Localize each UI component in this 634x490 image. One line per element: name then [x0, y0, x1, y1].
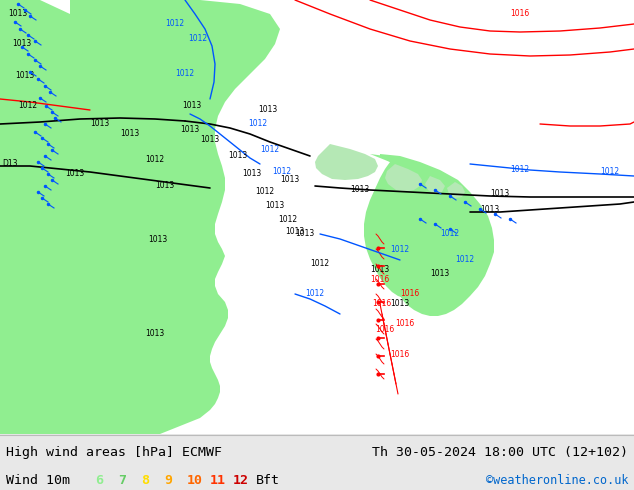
Text: 1013: 1013	[8, 9, 27, 19]
Polygon shape	[0, 0, 634, 434]
Text: High wind areas [hPa] ECMWF: High wind areas [hPa] ECMWF	[6, 446, 222, 459]
Text: 1013: 1013	[280, 174, 299, 183]
Text: 1013: 1013	[295, 229, 314, 239]
Text: 1012: 1012	[165, 20, 184, 28]
Text: 10: 10	[187, 474, 203, 488]
Text: 1012: 1012	[145, 154, 164, 164]
Text: 1013: 1013	[120, 129, 139, 139]
Text: 1013: 1013	[370, 265, 389, 273]
Polygon shape	[530, 0, 634, 210]
Text: D13: D13	[2, 160, 18, 169]
Text: 1012: 1012	[440, 229, 459, 239]
Text: 1013: 1013	[258, 104, 277, 114]
Text: 8: 8	[141, 474, 149, 488]
Text: ©weatheronline.co.uk: ©weatheronline.co.uk	[486, 474, 628, 488]
Text: 1013: 1013	[490, 190, 509, 198]
Text: 1013: 1013	[145, 329, 164, 339]
Text: 1012: 1012	[175, 70, 194, 78]
Text: 1016: 1016	[510, 9, 529, 19]
Text: 1012: 1012	[600, 168, 619, 176]
Text: 1013: 1013	[350, 186, 369, 195]
Polygon shape	[580, 0, 634, 49]
Text: 1013: 1013	[182, 101, 201, 111]
Text: 1012: 1012	[310, 260, 329, 269]
Text: 1012: 1012	[510, 165, 529, 173]
Text: 1013: 1013	[180, 124, 199, 133]
Text: 1012: 1012	[390, 245, 409, 253]
Polygon shape	[447, 182, 465, 198]
Polygon shape	[315, 144, 378, 180]
Text: 12: 12	[233, 474, 249, 488]
Text: 1013: 1013	[228, 151, 247, 161]
Text: 11: 11	[210, 474, 226, 488]
Text: 1013: 1013	[65, 170, 84, 178]
Text: 1012: 1012	[255, 187, 274, 196]
Text: 1016: 1016	[372, 299, 391, 309]
Text: 1013: 1013	[242, 170, 261, 178]
Text: 1013: 1013	[12, 40, 31, 49]
Text: 1012: 1012	[18, 101, 37, 111]
Text: 1012: 1012	[278, 215, 297, 223]
Text: 1016: 1016	[400, 290, 419, 298]
Text: 1013: 1013	[155, 181, 174, 191]
Text: 1012: 1012	[188, 34, 207, 44]
Polygon shape	[364, 154, 452, 298]
Text: 9: 9	[164, 474, 172, 488]
Text: 1012: 1012	[305, 290, 324, 298]
Polygon shape	[380, 154, 494, 316]
Text: 1012: 1012	[455, 254, 474, 264]
Text: 1013: 1013	[148, 235, 167, 244]
Text: 1016: 1016	[390, 349, 410, 359]
Text: 1016: 1016	[370, 274, 389, 284]
Text: 1016: 1016	[395, 319, 414, 328]
Text: 1013: 1013	[480, 204, 499, 214]
Polygon shape	[385, 164, 422, 192]
Text: 1013: 1013	[15, 72, 34, 80]
Text: Th 30-05-2024 18:00 UTC (12+102): Th 30-05-2024 18:00 UTC (12+102)	[372, 446, 628, 459]
Text: 1012: 1012	[272, 168, 291, 176]
Polygon shape	[70, 0, 280, 434]
Text: 1013: 1013	[90, 120, 109, 128]
Text: 1013: 1013	[390, 299, 410, 309]
Text: 1012: 1012	[248, 120, 267, 128]
Polygon shape	[0, 0, 150, 434]
Text: Bft: Bft	[256, 474, 280, 488]
Text: 1013: 1013	[285, 227, 304, 237]
Text: 1016: 1016	[375, 324, 394, 334]
Text: 1013: 1013	[200, 134, 219, 144]
Text: 1013: 1013	[430, 270, 450, 278]
Text: 6: 6	[95, 474, 103, 488]
Text: 7: 7	[118, 474, 126, 488]
Text: 1012: 1012	[260, 145, 279, 153]
Text: 1013: 1013	[265, 201, 284, 211]
Text: Wind 10m: Wind 10m	[6, 474, 70, 488]
Polygon shape	[425, 176, 445, 194]
